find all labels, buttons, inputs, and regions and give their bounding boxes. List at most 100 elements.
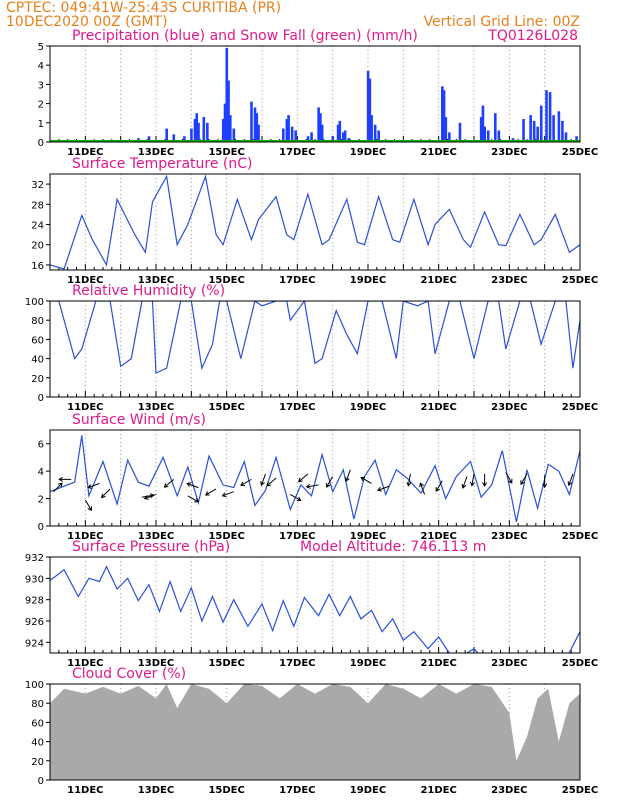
- series-line: [50, 174, 580, 270]
- panel-precipitation: Precipitation (blue) and Snow Fall (gree…: [38, 28, 610, 158]
- precip-bar: [193, 118, 197, 142]
- wind-arrow: [222, 491, 234, 497]
- wind-arrow: [407, 473, 411, 486]
- x-tick-label: 23DEC: [491, 531, 527, 542]
- y-tick-label: 40: [31, 738, 44, 749]
- precip-bar: [377, 130, 380, 142]
- precip-bar: [310, 132, 313, 142]
- precip-bar: [221, 118, 225, 142]
- wind-arrow-head: [508, 478, 513, 484]
- x-tick-label: 21DEC: [420, 147, 456, 158]
- panel-frame: [49, 683, 581, 781]
- wind-arrow: [144, 493, 157, 500]
- precip-bar: [172, 134, 176, 142]
- x-tick-label: 23DEC: [491, 785, 527, 796]
- y-tick-label: 28: [31, 200, 44, 211]
- y-tick-label: 0: [38, 776, 44, 787]
- panel-humidity: Relative Humidity (%) 0 20 40 60 80 100 11DEC 1…: [25, 283, 598, 413]
- y-tick-label: 16: [31, 261, 44, 272]
- x-tick-label: 25DEC: [562, 275, 598, 286]
- precip-bar: [317, 107, 320, 142]
- precip-bar: [607, 119, 610, 142]
- wind-arrow: [260, 473, 267, 486]
- y-tick-label: 40: [31, 355, 44, 366]
- plot-area: [50, 684, 580, 780]
- wind-arrow: [435, 480, 443, 492]
- x-tick-label: 17DEC: [279, 147, 315, 158]
- x-tick-label: 17DEC: [279, 531, 315, 542]
- wind-arrow-head: [240, 481, 245, 486]
- wind-arrow-head: [406, 481, 412, 487]
- precip-bar: [532, 120, 536, 142]
- y-tick-label: 2: [38, 495, 44, 506]
- x-tick-label: 17DEC: [279, 658, 315, 669]
- wind-arrow: [141, 494, 154, 498]
- wind-arrow-head: [143, 495, 149, 500]
- wind-arrow-head: [482, 482, 488, 487]
- x-tick-label: 25DEC: [562, 147, 598, 158]
- x-tick-label: 17DEC: [279, 785, 315, 796]
- x-tick-label: 19DEC: [350, 402, 386, 413]
- precip-bar: [336, 124, 340, 142]
- header-date: 10DEC2020 00Z (GMT): [6, 14, 168, 30]
- wind-arrow: [186, 483, 199, 489]
- temperature-title: Surface Temperature (nC): [72, 156, 253, 172]
- wind-arrow-head: [520, 480, 525, 486]
- precip-bar: [479, 117, 483, 142]
- wind-arrow: [88, 483, 100, 489]
- wind-arrow-head: [163, 483, 169, 488]
- precip-bar: [165, 128, 168, 142]
- precip-bar: [557, 111, 561, 142]
- y-tick-label: 20: [31, 757, 44, 768]
- x-tick-label: 21DEC: [420, 275, 456, 286]
- x-tick-label: 11DEC: [67, 275, 103, 286]
- x-tick-label: 15DEC: [208, 147, 244, 158]
- precip-bar: [232, 128, 236, 142]
- precip-bar: [253, 107, 257, 142]
- precip-bar: [257, 124, 260, 142]
- precip-bar: [483, 126, 486, 142]
- y-tick-label: 2: [38, 100, 44, 111]
- wind-arrow-head: [296, 496, 302, 501]
- panel-pressure: Surface Pressure (hPa) Model Altitude: 7…: [25, 539, 598, 669]
- precip-bar: [229, 115, 232, 142]
- y-tick-label: 926: [25, 617, 44, 628]
- y-tick-label: 1: [38, 119, 44, 130]
- precip-title: Precipitation (blue) and Snow Fall (gree…: [72, 28, 418, 44]
- x-tick-label: 13DEC: [138, 402, 174, 413]
- wind-arrow: [240, 478, 252, 486]
- x-tick-label: 15DEC: [208, 531, 244, 542]
- series-line: [50, 301, 580, 374]
- precip-bar: [202, 117, 206, 142]
- plot-area: [50, 301, 580, 374]
- x-tick-label: 19DEC: [350, 275, 386, 286]
- precip-bar: [481, 105, 485, 142]
- y-tick-label: 60: [31, 335, 44, 346]
- wind-arrow-head: [461, 483, 467, 489]
- y-tick-label: 932: [25, 553, 44, 564]
- precip-bar: [458, 122, 462, 142]
- wind-arrow-head: [567, 481, 573, 487]
- cloud-title: Cloud Cover (%): [72, 666, 186, 682]
- y-tick-label: 0: [38, 138, 44, 149]
- y-tick-label: 924: [25, 638, 44, 649]
- x-tick-label: 21DEC: [420, 531, 456, 542]
- x-tick-label: 15DEC: [208, 785, 244, 796]
- x-tick-label: 15DEC: [208, 402, 244, 413]
- precip-bar: [319, 113, 322, 142]
- x-tick-label: 15DEC: [208, 275, 244, 286]
- wind-arrow-head: [194, 498, 200, 503]
- precip-bar: [561, 120, 564, 142]
- series-line: [50, 435, 580, 523]
- y-tick-label: 928: [25, 596, 44, 607]
- wind-arrow: [345, 469, 351, 482]
- precip-bar: [529, 115, 532, 142]
- y-tick-label: 5: [38, 42, 44, 53]
- plot-area: [50, 565, 580, 653]
- wind-title: Surface Wind (m/s): [72, 412, 206, 428]
- wind-arrow-head: [419, 482, 424, 488]
- header-location: CPTEC: 049:41W-25:43S CURITIBA (PR): [6, 0, 281, 16]
- wind-arrow: [205, 488, 217, 496]
- wind-arrow-head: [87, 484, 93, 489]
- panel-frame: [49, 429, 581, 527]
